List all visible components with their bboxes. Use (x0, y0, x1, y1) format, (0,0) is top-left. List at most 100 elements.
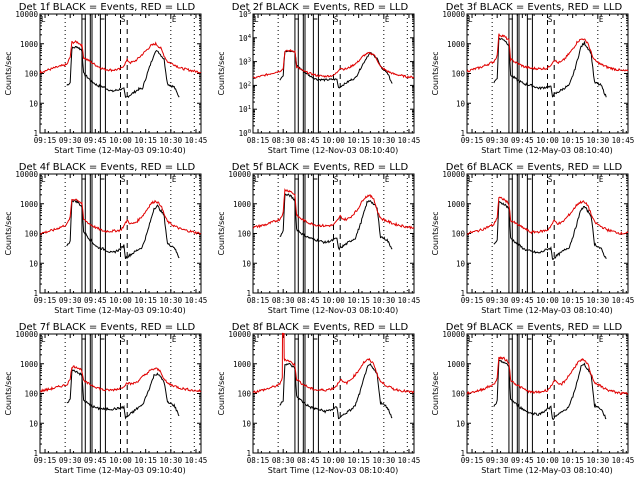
x-tick-label: 10:15 (561, 136, 584, 145)
y-tick-label: 10 (242, 259, 252, 268)
chart-svg: Det 8f BLACK = Events, RED = LLD 1 10 100 10… (217, 322, 420, 475)
y-tick-label: 10000 (228, 330, 251, 339)
y-tick-label: 1000 (447, 360, 466, 369)
x-tick-label: 10:00 (109, 456, 132, 465)
x-tick-label: 10:30 (373, 136, 396, 145)
top-marker-L: L (41, 335, 46, 344)
y-tick-label: 10 (29, 259, 39, 268)
y-tick-label: 100 (451, 70, 465, 79)
x-tick-label: 09:30 (486, 296, 509, 305)
top-marker-E: E (385, 15, 390, 24)
top-marker-S: S (121, 15, 126, 24)
y-tick-label: 100 (451, 390, 465, 399)
x-tick-label: 10:00 (109, 296, 132, 305)
y-tick-label: 100 (451, 230, 465, 239)
x-axis-label: Start Time (12-Nov-03 08:10:40) (268, 306, 398, 315)
y-axis-label: Counts/sec (431, 51, 440, 95)
series-lld-line (466, 33, 629, 73)
x-axis-label: Start Time (12-May-03 09:10:40) (54, 466, 185, 475)
x-tick-label: 10:45 (398, 136, 421, 145)
y-tick-label: 1000 (20, 200, 39, 209)
y-tick-label: 1 (460, 129, 465, 138)
x-tick-label: 10:00 (536, 456, 559, 465)
y-axis-label: Counts/sec (4, 51, 13, 95)
x-tick-label: 10:15 (347, 456, 370, 465)
y-tick-label: 10 (242, 419, 252, 428)
x-tick-label: 08:45 (297, 136, 320, 145)
series-lld-line (39, 365, 202, 393)
series-lld-line (252, 188, 415, 230)
x-tick-label: 10:30 (160, 296, 183, 305)
detector-panel-7: Det 7f BLACK = Events, RED = LLD 1 10 100 10… (0, 320, 213, 480)
x-tick-label: 08:45 (297, 296, 320, 305)
x-tick-label: 09:45 (84, 456, 107, 465)
chart-title: Det 5f BLACK = Events, RED = LLD (232, 162, 409, 173)
top-marker-S: S (121, 175, 126, 184)
detector-panel-2: Det 2f BLACK = Events, RED = LLD 100 101 10… (213, 0, 426, 160)
x-tick-label: 09:15 (34, 296, 57, 305)
y-tick-label: 1000 (20, 40, 39, 49)
x-tick-label: 10:30 (373, 456, 396, 465)
x-axis-label: Start Time (12-May-03 08:10:40) (481, 466, 612, 475)
x-tick-label: 10:15 (134, 296, 157, 305)
x-tick-label: 10:15 (134, 136, 157, 145)
x-tick-label: 10:45 (185, 296, 208, 305)
x-tick-label: 10:00 (536, 136, 559, 145)
top-marker-L: L (468, 335, 473, 344)
x-tick-label: 09:45 (511, 456, 534, 465)
y-tick-label: 1000 (233, 360, 252, 369)
top-marker-E: E (599, 15, 604, 24)
x-tick-label: 08:30 (272, 136, 295, 145)
x-tick-label: 09:15 (461, 136, 484, 145)
y-tick-label: 100 (24, 390, 38, 399)
y-tick-label: 1 (460, 449, 465, 458)
x-tick-label: 10:45 (185, 136, 208, 145)
y-tick-label: 100 (237, 390, 251, 399)
top-marker-E: E (172, 335, 177, 344)
chart-svg: Det 4f BLACK = Events, RED = LLD 1 10 100 10… (4, 162, 208, 315)
x-tick-label: 10:30 (160, 136, 183, 145)
top-marker-S: S (548, 335, 553, 344)
x-axis-label: Start Time (12-May-03 09:10:40) (54, 306, 185, 315)
series-events-line (279, 193, 393, 251)
chart-svg: Det 7f BLACK = Events, RED = LLD 1 10 100 10… (4, 322, 207, 475)
detector-panel-8: Det 8f BLACK = Events, RED = LLD 1 10 100 10… (213, 320, 426, 480)
chart-svg: Det 6f BLACK = Events, RED = LLD 1 10 100 10… (431, 162, 634, 315)
x-tick-label: 08:30 (272, 456, 295, 465)
series-lld-line (39, 40, 202, 74)
x-tick-label: 09:30 (486, 136, 509, 145)
x-tick-label: 10:00 (536, 296, 559, 305)
y-tick-label: 10000 (442, 170, 465, 179)
series-events-line (66, 369, 180, 420)
x-tick-label: 10:00 (322, 296, 345, 305)
y-tick-label: 1000 (20, 360, 39, 369)
top-marker-L: L (254, 175, 259, 184)
top-marker-E: E (385, 175, 390, 184)
x-tick-label: 09:30 (59, 136, 82, 145)
chart-svg: Det 1f BLACK = Events, RED = LLD 1 10 100 10… (4, 2, 208, 155)
x-tick-label: 10:30 (587, 456, 610, 465)
y-tick-label: 1000 (233, 200, 252, 209)
x-tick-label: 10:30 (373, 296, 396, 305)
x-tick-label: 09:30 (486, 456, 509, 465)
chart-title: Det 1f BLACK = Events, RED = LLD (19, 2, 196, 13)
top-marker-E: E (599, 175, 604, 184)
top-marker-E: E (385, 335, 390, 344)
top-marker-S: S (334, 335, 339, 344)
detector-panel-9: Det 9f BLACK = Events, RED = LLD 1 10 100 10… (427, 320, 640, 480)
y-axis-label: Counts/sec (217, 211, 226, 255)
y-tick-label: 10000 (442, 10, 465, 19)
series-lld-line (466, 356, 629, 396)
detector-panel-1: Det 1f BLACK = Events, RED = LLD 1 10 100 10… (0, 0, 213, 160)
y-tick-label: 103 (239, 58, 251, 67)
y-tick-label: 1 (246, 289, 251, 298)
detector-panel-3: Det 3f BLACK = Events, RED = LLD 1 10 100 10… (427, 0, 640, 160)
top-marker-S: S (334, 175, 339, 184)
x-tick-label: 10:00 (322, 456, 345, 465)
x-tick-label: 09:45 (511, 136, 534, 145)
top-marker-E: E (172, 15, 177, 24)
y-tick-label: 1 (460, 289, 465, 298)
y-axis-label: Counts/sec (4, 371, 13, 415)
chart-svg: Det 9f BLACK = Events, RED = LLD 1 10 100 10… (431, 322, 634, 475)
chart-title: Det 6f BLACK = Events, RED = LLD (446, 162, 623, 173)
